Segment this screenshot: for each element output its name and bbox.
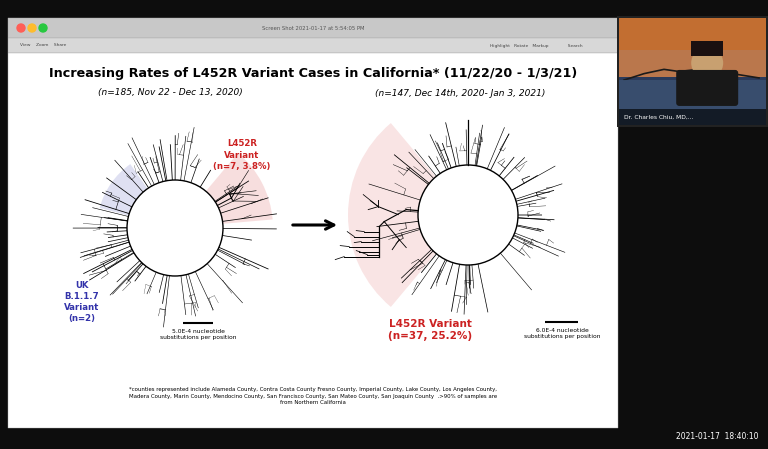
Bar <box>8 53 618 428</box>
Bar <box>8 38 618 53</box>
Wedge shape <box>100 164 175 228</box>
Text: Dr. Charles Chiu, MD,...: Dr. Charles Chiu, MD,... <box>624 114 694 119</box>
Circle shape <box>39 24 47 32</box>
FancyBboxPatch shape <box>676 70 738 106</box>
Wedge shape <box>175 153 273 228</box>
Text: UK
B.1.1.7
Variant
(n=2): UK B.1.1.7 Variant (n=2) <box>65 281 100 323</box>
Text: L452R Variant
(n=37, 25.2%): L452R Variant (n=37, 25.2%) <box>388 319 472 341</box>
Text: Highlight   Rotate   Markup              Search: Highlight Rotate Markup Search <box>490 44 583 48</box>
Bar <box>619 18 766 77</box>
Circle shape <box>28 24 36 32</box>
Text: Screen Shot 2021-01-17 at 5:54:05 PM: Screen Shot 2021-01-17 at 5:54:05 PM <box>262 26 364 31</box>
Circle shape <box>127 180 223 276</box>
Text: Increasing Rates of L452R Variant Cases in California* (11/22/20 - 1/3/21): Increasing Rates of L452R Variant Cases … <box>49 66 577 79</box>
Circle shape <box>17 24 25 32</box>
Wedge shape <box>348 123 468 307</box>
Text: (n=147, Dec 14th, 2020- Jan 3, 2021): (n=147, Dec 14th, 2020- Jan 3, 2021) <box>375 88 545 97</box>
Bar <box>619 80 766 125</box>
Bar <box>617 16 768 127</box>
Text: 6.0E-4 nucleotide
substitutions per position: 6.0E-4 nucleotide substitutions per posi… <box>524 328 601 339</box>
Circle shape <box>691 47 723 79</box>
Text: 5.0E-4 nucleotide
substitutions per position: 5.0E-4 nucleotide substitutions per posi… <box>160 329 237 340</box>
Bar <box>8 18 618 38</box>
Bar <box>619 18 766 125</box>
Circle shape <box>418 165 518 265</box>
Bar <box>691 41 723 56</box>
Text: 2021-01-17  18:40:10: 2021-01-17 18:40:10 <box>676 432 758 441</box>
Text: L452R
Variant
(n=7, 3.8%): L452R Variant (n=7, 3.8%) <box>214 139 270 171</box>
Text: *counties represented include Alameda County, Contra Costa County Fresno County,: *counties represented include Alameda Co… <box>129 387 497 405</box>
Text: (n=185, Nov 22 - Dec 13, 2020): (n=185, Nov 22 - Dec 13, 2020) <box>98 88 243 97</box>
Bar <box>619 18 766 50</box>
Text: View    Zoom    Share: View Zoom Share <box>20 44 66 48</box>
Bar <box>619 109 766 125</box>
